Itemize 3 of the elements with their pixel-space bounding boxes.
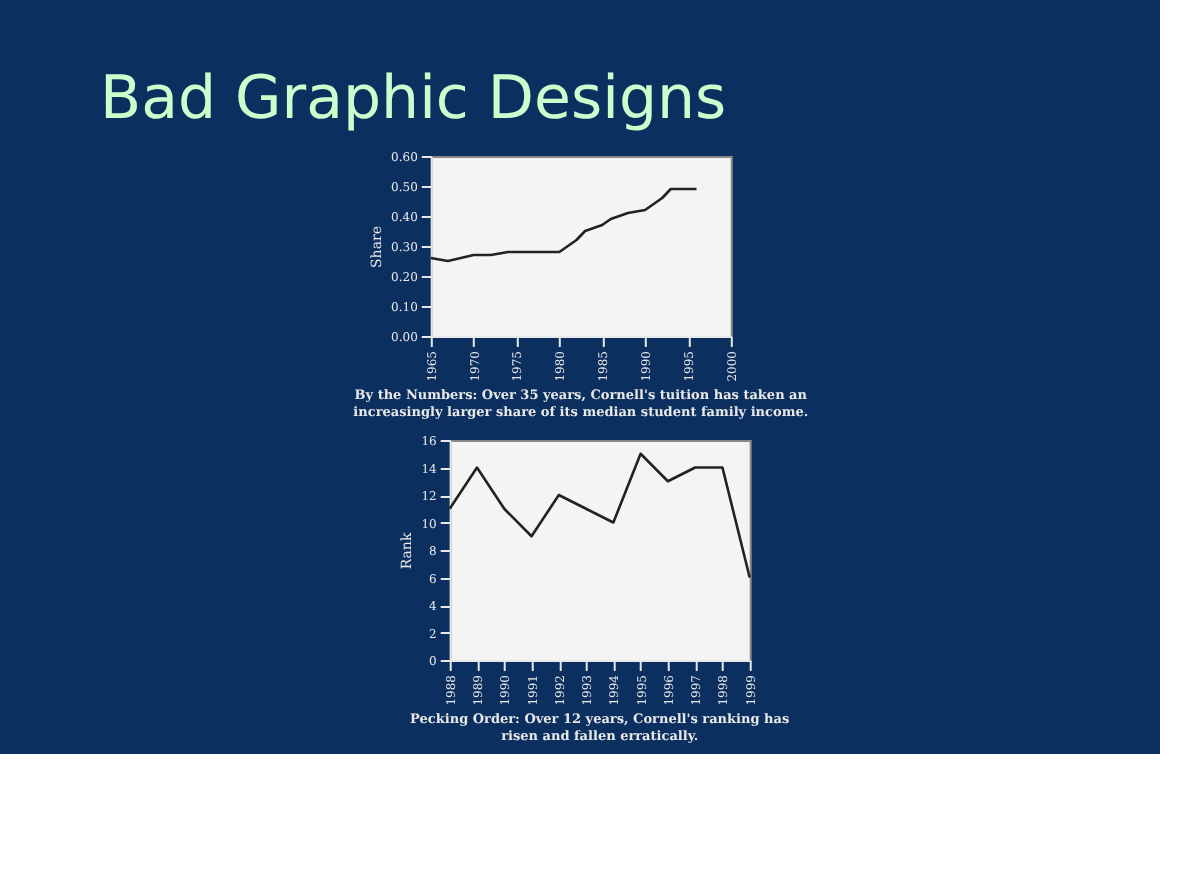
line-series — [448, 452, 752, 579]
chart-title: Bad Graphic Designs — [100, 64, 727, 134]
line-series — [429, 187, 698, 263]
